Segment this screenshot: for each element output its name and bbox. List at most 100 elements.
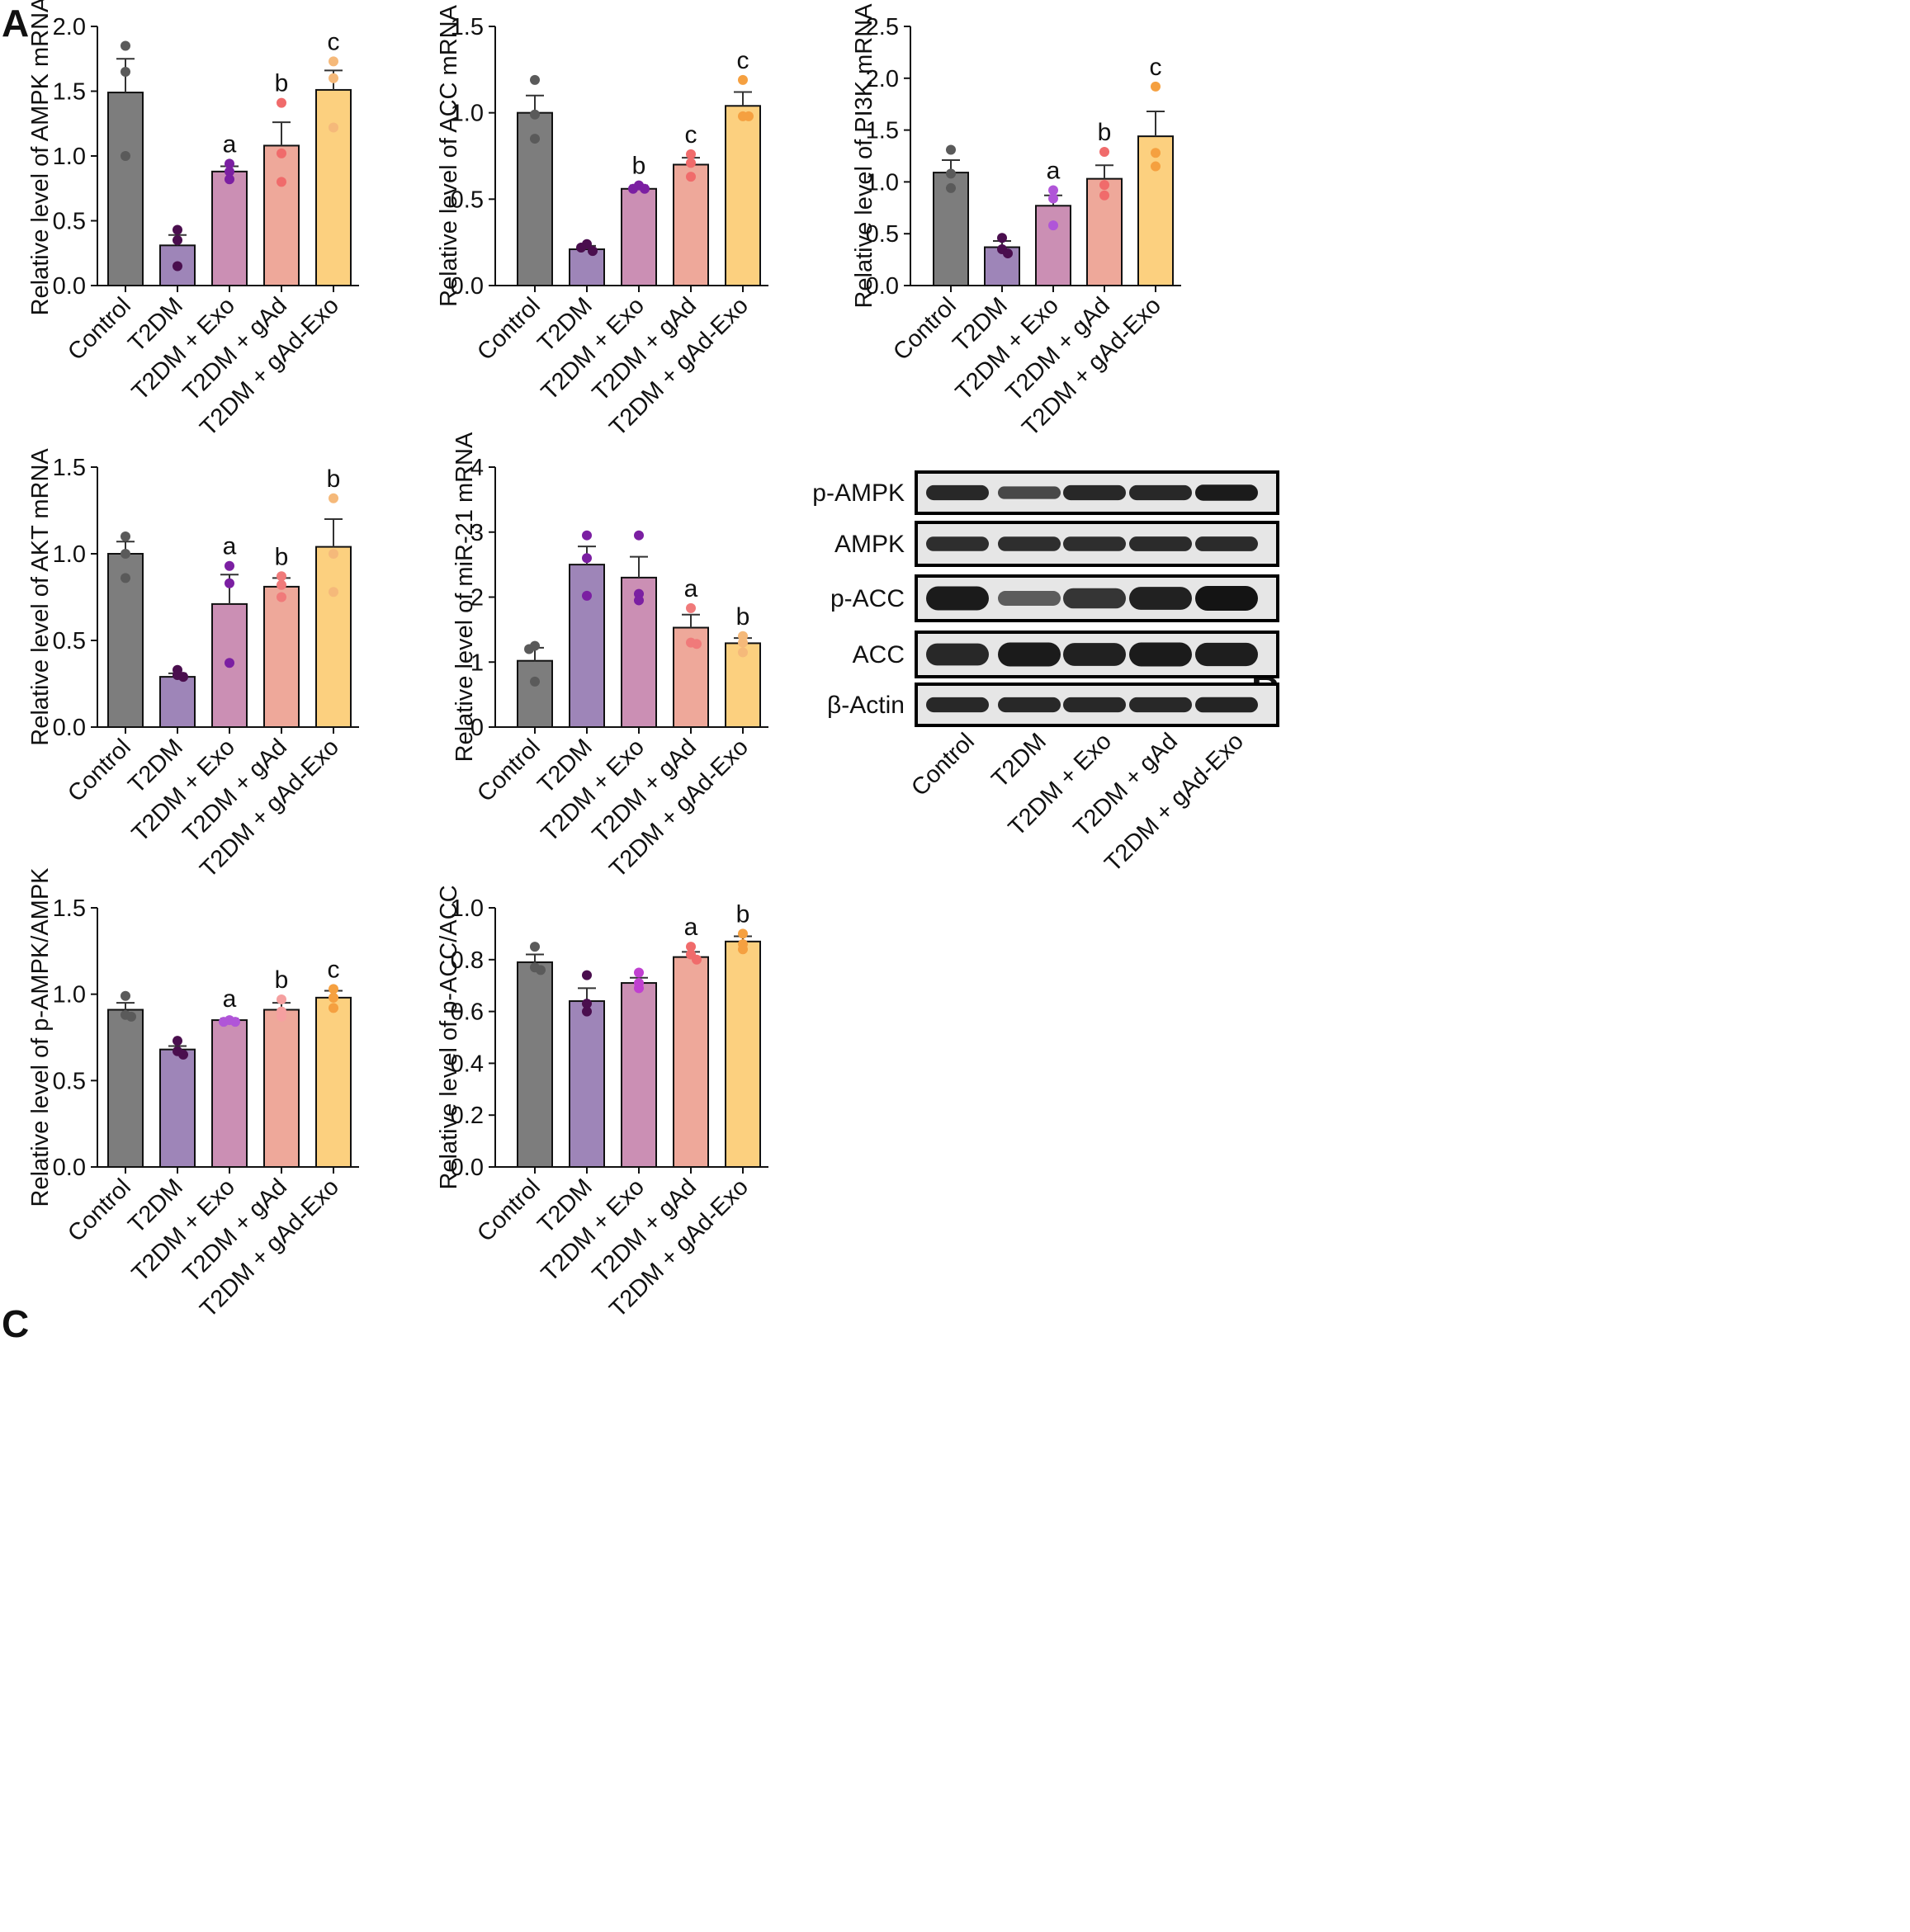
bar xyxy=(673,956,709,1169)
blot-band xyxy=(926,536,989,551)
y-axis-label: Relative level of p-ACC/ACC xyxy=(436,885,462,1189)
bar xyxy=(569,248,605,287)
data-point xyxy=(686,158,696,168)
y-tick-label: 1.5 xyxy=(53,455,86,481)
y-tick-label: 2.5 xyxy=(866,14,899,40)
y-axis-label: Relative level of AKT mRNA xyxy=(27,448,54,746)
blot-row-label: AMPK xyxy=(834,531,905,558)
data-point xyxy=(277,177,286,187)
y-tick-label: 1.0 xyxy=(866,169,899,196)
y-tick-label: 0.0 xyxy=(53,1155,86,1181)
data-point xyxy=(277,148,286,158)
x-tick-label: Control xyxy=(472,1174,546,1247)
data-point xyxy=(997,233,1007,243)
blot-band xyxy=(926,697,989,713)
bar xyxy=(517,659,553,728)
y-axis-label: Relative level of miR-21 mRNA xyxy=(451,432,478,762)
y-tick-label: 0.0 xyxy=(451,273,484,300)
data-point xyxy=(173,1036,182,1046)
data-point xyxy=(530,676,540,687)
data-point xyxy=(686,172,696,182)
data-point xyxy=(225,658,234,668)
data-point xyxy=(686,149,696,159)
data-point xyxy=(121,531,130,541)
x-tick-label: Control xyxy=(888,292,962,366)
data-point xyxy=(946,168,956,179)
data-point xyxy=(576,242,586,253)
y-tick-label: 0.0 xyxy=(451,1155,484,1181)
data-point xyxy=(329,56,338,67)
y-tick-label: 1.0 xyxy=(53,982,86,1009)
data-point xyxy=(1048,185,1058,196)
bar xyxy=(211,170,248,286)
y-axis-label: Relative level of AMPK mRNA xyxy=(27,0,54,315)
blot-band xyxy=(926,484,989,501)
y-tick-label: 0.5 xyxy=(866,221,899,248)
significance-label: a xyxy=(684,575,698,602)
bar xyxy=(621,982,657,1169)
y-tick-label: 0.5 xyxy=(53,628,86,654)
data-point xyxy=(530,942,540,952)
y-tick-label: 1.5 xyxy=(866,118,899,144)
data-point xyxy=(738,637,748,648)
bar xyxy=(673,163,709,286)
data-point xyxy=(524,644,534,654)
bar xyxy=(107,92,144,286)
y-axis-label: Relative level of PI3K mRNA xyxy=(851,3,877,309)
data-point xyxy=(640,183,650,194)
y-tick-label: 1.0 xyxy=(53,541,86,568)
data-point xyxy=(686,602,696,613)
data-point xyxy=(582,530,592,541)
significance-label: a xyxy=(223,130,237,158)
data-point xyxy=(628,183,638,194)
blot-band xyxy=(998,642,1061,667)
blot-band xyxy=(1063,697,1126,713)
data-point xyxy=(744,111,754,121)
y-tick-label: 4 xyxy=(470,455,484,481)
data-point xyxy=(277,571,286,582)
blot-row-label: β-Actin xyxy=(827,692,905,719)
blot-band xyxy=(998,536,1061,551)
data-point xyxy=(219,1017,229,1027)
significance-label: b xyxy=(275,966,289,994)
y-tick-label: 0.5 xyxy=(53,209,86,235)
data-point xyxy=(121,151,130,161)
y-tick-label: 1.5 xyxy=(451,14,484,40)
data-point xyxy=(634,983,644,994)
data-point xyxy=(686,942,696,952)
data-point xyxy=(738,928,748,939)
data-point xyxy=(277,97,286,108)
y-tick-label: 0.8 xyxy=(451,947,484,974)
data-point xyxy=(329,992,338,1003)
y-tick-label: 1.5 xyxy=(53,79,86,106)
significance-label: c xyxy=(328,28,340,55)
significance-label: a xyxy=(223,985,237,1013)
bar xyxy=(569,564,605,728)
panel-letter-a: A xyxy=(2,2,29,45)
blot-row-label: ACC xyxy=(853,641,905,668)
y-tick-label: 0 xyxy=(470,715,484,741)
data-point xyxy=(738,74,748,85)
data-point xyxy=(692,639,702,650)
data-point xyxy=(277,1011,286,1022)
data-point xyxy=(225,166,234,177)
x-tick-label: Control xyxy=(472,734,546,807)
significance-label: c xyxy=(1150,54,1162,81)
y-tick-label: 0.0 xyxy=(53,273,86,300)
data-point xyxy=(277,994,286,1004)
y-tick-label: 2 xyxy=(470,585,484,612)
data-point xyxy=(329,984,338,994)
data-point xyxy=(1099,190,1109,201)
y-tick-label: 2.0 xyxy=(53,14,86,40)
bar xyxy=(621,187,657,286)
bar xyxy=(1137,135,1174,286)
blot-band xyxy=(1195,484,1258,501)
y-tick-label: 3 xyxy=(470,520,484,546)
bar xyxy=(263,585,300,729)
data-point xyxy=(738,944,748,955)
data-point xyxy=(1151,81,1161,92)
